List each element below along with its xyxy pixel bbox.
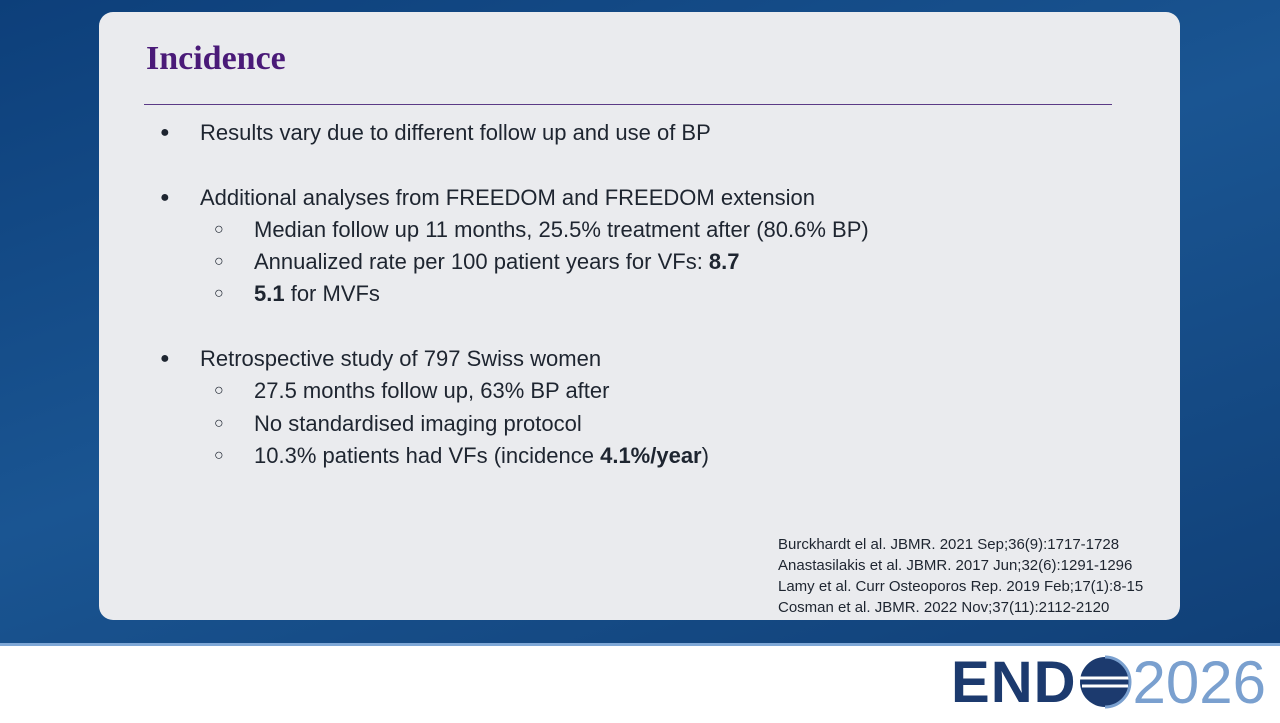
reference: Burckhardt el al. JBMR. 2021 Sep;36(9):1…: [778, 536, 1120, 553]
logo-year: 2026: [1132, 648, 1266, 716]
sub-bullet: 5.1 for MVFs: [200, 278, 869, 311]
reference: Lamy et al. Curr Osteoporos Rep. 2019 Fe…: [778, 578, 1144, 595]
bullet: Retrospective study of 797 Swiss women 27…: [160, 343, 869, 472]
bullet-text: Retrospective study of 797 Swiss women: [200, 343, 869, 375]
text-run: 4.1%/year: [600, 442, 702, 468]
title: Incidence: [146, 40, 286, 77]
card: [99, 12, 1180, 620]
text-run: Annualized rate per 100 patient years fo…: [254, 249, 709, 275]
reference: Anastasilakis et al. JBMR. 2017 Jun;32(6…: [778, 557, 1133, 574]
text-run: Additional analyses from FREEDOM and FRE…: [200, 184, 816, 210]
text-run: 10.3% patients had VFs (incidence: [254, 442, 601, 468]
text-run: Retrospective study of 797 Swiss women: [200, 346, 602, 372]
text-run: Median follow up 11 months, 25.5% treatm…: [254, 216, 869, 242]
text-run: No standardised imaging protocol: [254, 410, 582, 436]
bullet-text: Results vary due to different follow up …: [200, 117, 869, 149]
text-run: 5.1: [254, 281, 285, 307]
bullet: Additional analyses from FREEDOM and FRE…: [160, 182, 869, 311]
logo-text: END: [951, 649, 1077, 715]
reference: Cosman et al. JBMR. 2022 Nov;37(11):2112…: [778, 599, 1110, 616]
text-run: ): [701, 442, 709, 468]
bullet-list: Results vary due to different follow up …: [160, 117, 869, 473]
sub-bullet: Annualized rate per 100 patient years fo…: [200, 246, 869, 279]
references: Burckhardt el al. JBMR. 2021 Sep;36(9):1…: [778, 534, 1143, 618]
footer: [0, 643, 1280, 723]
bullet-text: Additional analyses from FREEDOM and FRE…: [200, 182, 869, 214]
text-run: 27.5 months follow up, 63% BP after: [254, 378, 610, 404]
text-run: for MVFs: [284, 281, 380, 307]
sub-bullet: Median follow up 11 months, 25.5% treatm…: [200, 214, 869, 247]
logo-globe: [1079, 655, 1131, 709]
rule: [144, 104, 1112, 105]
text-run: Results vary due to different follow up …: [200, 120, 711, 145]
bullet: Results vary due to different follow up …: [160, 117, 869, 150]
sub-bullet: 27.5 months follow up, 63% BP after: [200, 375, 869, 408]
sub-bullet: 10.3% patients had VFs (incidence 4.1%/y…: [200, 440, 869, 473]
logo: END 2026: [951, 649, 1266, 716]
sub-bullet: No standardised imaging protocol: [200, 408, 869, 441]
text-run: 8.7: [708, 249, 740, 275]
